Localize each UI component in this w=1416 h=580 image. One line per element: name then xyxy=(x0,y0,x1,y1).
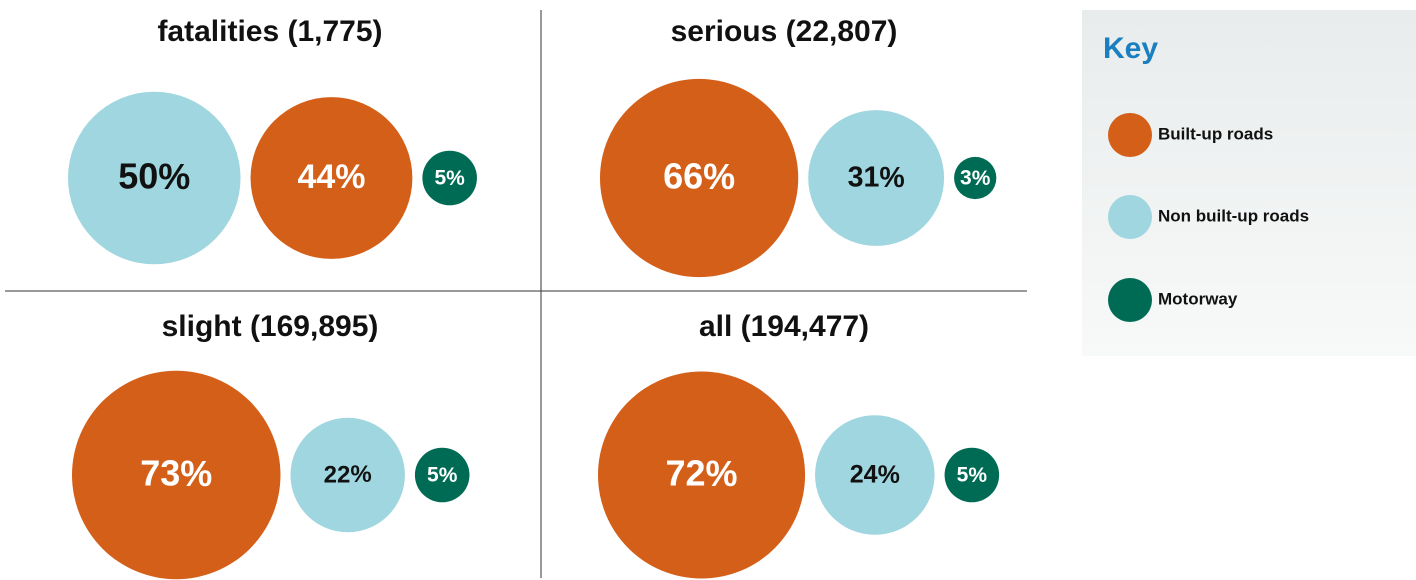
legend-swatch xyxy=(1108,278,1152,322)
bubble: Built-up roads xyxy=(250,97,413,259)
panel-title: all (194,477) xyxy=(699,310,869,343)
bubble: Non built-up roads xyxy=(808,110,945,246)
bubble-group: Non built-up roads 31% xyxy=(808,110,945,246)
bubble: Motorway xyxy=(414,447,470,503)
bubble: Motorway xyxy=(422,150,477,206)
bubble-group: Motorway 5% xyxy=(422,150,477,206)
legend-label: Non built-up roads xyxy=(1158,206,1309,225)
bubble: Non built-up roads xyxy=(68,91,241,265)
bubble: Motorway xyxy=(954,156,997,200)
value-label: 5% xyxy=(434,167,465,190)
value-label: 31% xyxy=(848,162,905,194)
bubble: Motorway xyxy=(944,447,1000,503)
bubble-group: Built-up roads73% xyxy=(72,370,281,580)
value-label: 44% xyxy=(297,158,365,196)
bubble-group: Built-up roads72% xyxy=(598,371,806,579)
bubble-group: Motorway 5% xyxy=(944,447,1000,503)
value-label: 3% xyxy=(960,167,991,190)
value-label: 66% xyxy=(663,156,735,197)
panel-title: fatalities (1,775) xyxy=(157,15,382,48)
value-label: 50% xyxy=(118,156,190,197)
value-label: 72% xyxy=(665,453,737,494)
bubble-group: Non built-up roads50% xyxy=(68,91,241,265)
bubble-group: Built-up roads66% xyxy=(600,78,799,278)
value-label: 22% xyxy=(324,461,372,488)
panel-title: slight (169,895) xyxy=(162,310,379,343)
bubble: Built-up roads xyxy=(600,78,799,278)
legend-swatch xyxy=(1108,195,1152,239)
bubble: Non built-up roads xyxy=(290,417,405,533)
value-label: 5% xyxy=(957,464,988,487)
panel-title: serious (22,807) xyxy=(671,15,898,48)
value-label: 73% xyxy=(140,453,212,494)
bubble-group: Motorway 5% xyxy=(414,447,470,503)
bubble: Built-up roads xyxy=(598,371,806,579)
bubble-group: Built-up roads 44% xyxy=(250,97,413,259)
legend-swatch xyxy=(1108,113,1152,157)
value-label: 5% xyxy=(427,464,458,487)
bubble: Non built-up roads xyxy=(815,415,935,535)
bubble-group: Non built-up roads 22% xyxy=(290,417,405,533)
legend-label: Motorway xyxy=(1158,289,1238,308)
key-title: Key xyxy=(1103,32,1158,65)
value-label: 24% xyxy=(850,461,900,489)
legend-label: Built-up roads xyxy=(1158,124,1273,143)
bubble: Built-up roads xyxy=(72,370,281,580)
bubble-group: Non built-up roads 24% xyxy=(815,415,935,535)
bubble-group: Motorway 3% xyxy=(954,156,997,200)
